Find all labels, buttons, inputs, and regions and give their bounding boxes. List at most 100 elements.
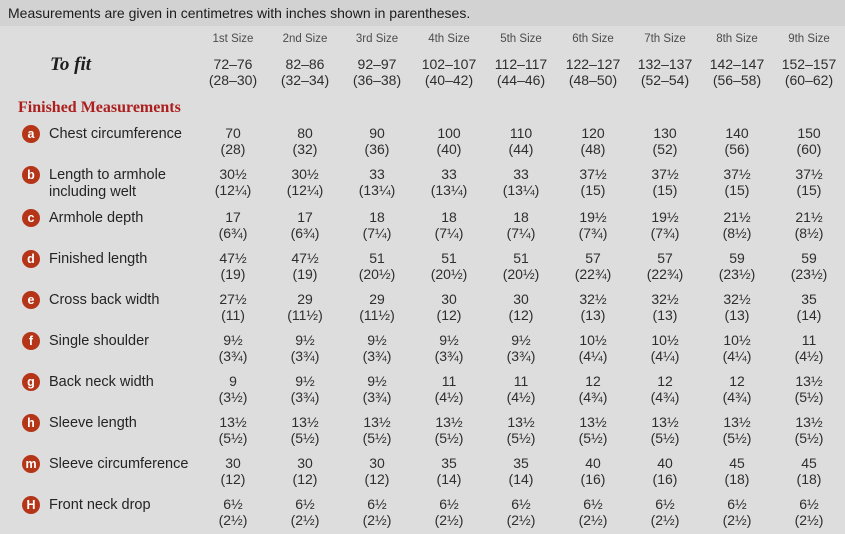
value-cm: 12 (657, 373, 673, 389)
measurement-value-cell: 17 (6¾) (197, 206, 269, 247)
size-header-spacer (0, 26, 197, 47)
value-inches: (5½) (362, 430, 392, 446)
measurement-value-cell: 30 (12) (269, 452, 341, 493)
value-cm: 13½ (651, 414, 679, 430)
value-inches: (7¼) (362, 225, 392, 241)
value-inches: (3¾) (434, 348, 464, 364)
value-cm: 32½ (723, 291, 751, 307)
value-cm: 51 (513, 250, 529, 266)
row-letter-badge: c (22, 209, 40, 227)
value-cm: 33 (513, 166, 529, 182)
value-cm: 51 (441, 250, 457, 266)
value-inches: (3¾) (218, 348, 248, 364)
measurement-value-cell: 6½ (2½) (269, 493, 341, 534)
value-cm: 30 (369, 455, 385, 471)
measurement-value-cell: 32½ (13) (557, 288, 629, 329)
measurement-label: Cross back width (49, 292, 160, 308)
value-cm: 19½ (651, 209, 679, 225)
value-inches: (2½) (722, 512, 752, 528)
value-cm: 27½ (219, 291, 247, 307)
value-inches: (18) (796, 471, 822, 487)
measurement-value-cell: 10½ (4¼) (629, 329, 701, 370)
value-inches: (5½) (578, 430, 608, 446)
value-inches: (11½) (287, 307, 323, 323)
measurement-value-cell: 30 (12) (341, 452, 413, 493)
measurement-value-cell: 30½ (12¼) (197, 163, 269, 206)
measurement-label-wrap: b Length to armhole including welt (22, 166, 197, 200)
value-inches: (3¾) (362, 348, 392, 364)
value-inches: (5½) (506, 430, 536, 446)
value-inches: (4½) (794, 348, 824, 364)
measurement-value-cell: 47½ (19) (269, 247, 341, 288)
value-cm: 100 (437, 125, 461, 141)
measurement-value-cell: 30 (12) (485, 288, 557, 329)
measurement-value-cell: 30½ (12¼) (269, 163, 341, 206)
measurement-value-cell: 130 (52) (629, 122, 701, 163)
measurement-value-cell: 11 (4½) (773, 329, 845, 370)
measurement-value-cell: 40 (16) (629, 452, 701, 493)
value-inches: (20½) (502, 266, 540, 282)
measurement-value-cell: 59 (23½) (773, 247, 845, 288)
value-cm: 17 (297, 209, 313, 225)
measurement-value-cell: 102–107 (40–42) (413, 47, 485, 92)
measurement-label-wrap: f Single shoulder (22, 332, 197, 350)
value-inches: (2½) (218, 512, 248, 528)
row-letter-badge: b (22, 166, 40, 184)
value-inches: (15) (652, 182, 678, 198)
value-cm: 35 (513, 455, 529, 471)
value-inches: (40–42) (424, 72, 474, 88)
value-cm: 9½ (367, 332, 387, 348)
measurement-value-cell: 11 (4½) (413, 370, 485, 411)
value-inches: (3¾) (506, 348, 536, 364)
row-letter-badge: m (22, 455, 40, 473)
value-inches: (32–34) (280, 72, 330, 88)
measurement-value-cell: 27½ (11) (197, 288, 269, 329)
value-cm: 152–157 (781, 56, 837, 72)
value-inches: (56) (724, 141, 750, 157)
value-inches: (2½) (650, 512, 680, 528)
measurement-value-cell: 6½ (2½) (629, 493, 701, 534)
value-inches: (12) (364, 471, 390, 487)
measurement-value-cell: 35 (14) (485, 452, 557, 493)
measurement-value-cell: 45 (18) (773, 452, 845, 493)
size-column-header: 2nd Size (282, 33, 328, 45)
measurement-value-cell: 37½ (15) (629, 163, 701, 206)
value-inches: (4¾) (722, 389, 752, 405)
value-inches: (12) (508, 307, 534, 323)
value-cm: 37½ (651, 166, 679, 182)
value-inches: (14) (508, 471, 534, 487)
measurement-value-cell: 57 (22¾) (557, 247, 629, 288)
value-inches: (13¼) (430, 182, 468, 198)
value-cm: 90 (369, 125, 385, 141)
measurement-value-cell: 150 (60) (773, 122, 845, 163)
measurement-value-cell: 82–86 (32–34) (269, 47, 341, 92)
measurement-row: a Chest circumference 70 (28) 80 (32) 90 (36) 10… (0, 122, 845, 163)
value-cm: 29 (369, 291, 385, 307)
measurement-value-cell: 18 (7¼) (341, 206, 413, 247)
measurement-row: d Finished length 47½ (19) 47½ (19) 51 (20½) 51(… (0, 247, 845, 288)
value-cm: 12 (729, 373, 745, 389)
size-column-header: 8th Size (716, 33, 758, 45)
value-cm: 19½ (579, 209, 607, 225)
row-letter-badge: d (22, 250, 40, 268)
measurement-label: Chest circumference (49, 126, 182, 142)
finished-measurements-title: Finished Measurements (18, 99, 181, 116)
value-cm: 59 (801, 250, 817, 266)
measurement-value-cell: 37½ (15) (701, 163, 773, 206)
measurement-value-cell: 37½ (15) (773, 163, 845, 206)
measurement-value-cell: 6½ (2½) (485, 493, 557, 534)
value-cm: 9½ (439, 332, 459, 348)
value-inches: (14) (436, 471, 462, 487)
value-inches: (4¼) (650, 348, 680, 364)
measurement-value-cell: 51 (20½) (341, 247, 413, 288)
measurement-value-cell: 9 (3½) (197, 370, 269, 411)
value-cm: 150 (797, 125, 821, 141)
value-inches: (20½) (430, 266, 468, 282)
measurement-value-cell: 13½ (5½) (197, 411, 269, 452)
value-inches: (52–54) (640, 72, 690, 88)
measurement-label-wrap: m Sleeve circumference (22, 455, 197, 473)
value-cm: 11 (801, 332, 817, 348)
value-cm: 70 (225, 125, 241, 141)
value-cm: 30½ (291, 166, 319, 182)
measurement-label: Length to armhole including welt (49, 167, 166, 200)
